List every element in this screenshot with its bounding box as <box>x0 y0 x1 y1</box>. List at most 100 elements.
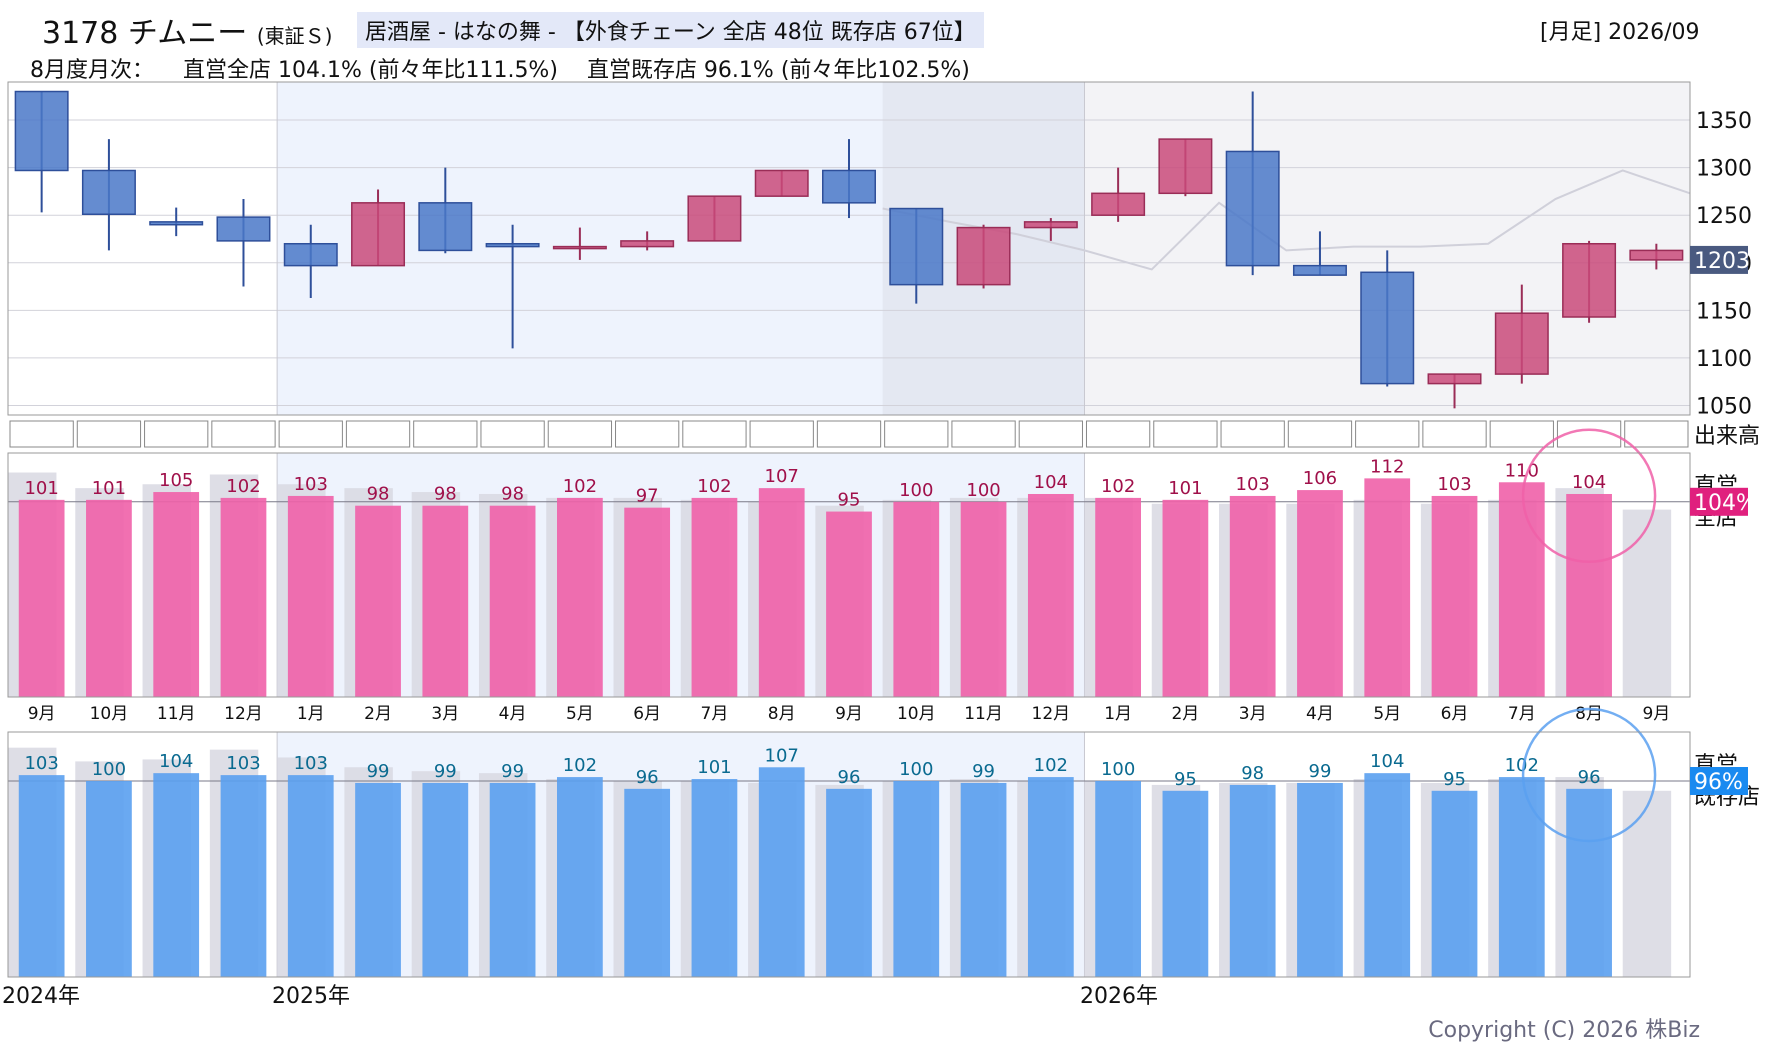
copyright: Copyright (C) 2026 株Biz <box>1428 1018 1700 1043</box>
existing-store-bar <box>624 788 671 977</box>
existing-store-value-label: 103 <box>24 753 58 774</box>
volume-cell <box>1085 420 1151 448</box>
month-tick-label: 8月 <box>768 704 796 724</box>
volume-cell <box>1624 420 1689 448</box>
candle-body <box>1292 264 1347 276</box>
month-tick-label: 2月 <box>1171 704 1199 724</box>
all-store-value-label: 102 <box>1101 476 1135 497</box>
existing-store-bar <box>960 782 1007 977</box>
existing-store-current-badge <box>1690 767 1748 795</box>
y-tick-label: 1100 <box>1696 347 1752 372</box>
all-store-bar <box>1027 493 1074 697</box>
volume-cell <box>1220 420 1285 448</box>
volume-cell <box>278 420 343 448</box>
month-tick-label: 12月 <box>1032 704 1071 724</box>
all-store-value-label: 104 <box>1572 472 1606 493</box>
timeframe-label: [月足] 2026/09 <box>1540 20 1700 45</box>
volume-cell <box>1355 420 1420 448</box>
all-store-value-label: 98 <box>501 484 524 505</box>
year-label-2026: 2026年 <box>1080 984 1158 1009</box>
all-store-bar <box>1498 482 1545 697</box>
candle-body <box>956 226 1011 286</box>
volume-cell <box>1153 420 1218 448</box>
volume-cell <box>682 420 747 448</box>
all-store-bar <box>489 505 536 697</box>
volume-cell <box>144 420 209 448</box>
all-store-value-label: 102 <box>226 476 260 497</box>
existing-store-value-label: 99 <box>972 761 995 782</box>
all-store-value-label: 110 <box>1505 460 1539 481</box>
all-store-bar <box>960 501 1007 697</box>
volume-cell <box>1018 420 1083 448</box>
all-store-bar <box>1566 493 1612 697</box>
category-badge: 居酒屋 - はなの舞 - 【外食チェーン 全店 48位 既存店 67位】 <box>357 12 984 48</box>
candle-body <box>1562 242 1617 318</box>
all-store-value-label: 103 <box>294 474 328 495</box>
all-store-bar <box>1162 499 1209 697</box>
existing-store-bar <box>18 775 65 977</box>
existing-store-value-label: 101 <box>697 757 731 778</box>
prior-year-bar <box>1622 509 1672 697</box>
all-store-value-label: 101 <box>1168 478 1202 499</box>
volume-cell <box>1287 420 1353 448</box>
month-tick-label: 1月 <box>1104 704 1132 724</box>
existing-store-current-label: 96% <box>1694 770 1743 795</box>
month-tick-label: 4月 <box>1306 704 1334 724</box>
volume-cell <box>749 420 814 448</box>
existing-store-bar <box>220 775 267 977</box>
y-tick-label: 1150 <box>1696 299 1752 324</box>
existing-store-summary: 直営既存店 96.1% (前々年比102.5%) <box>586 58 970 83</box>
candle-body <box>1023 221 1078 229</box>
all-store-bar <box>1229 495 1276 697</box>
year-label-2025: 2025年 <box>272 984 350 1009</box>
existing-store-bar <box>422 782 469 977</box>
month-tick-label: 6月 <box>633 704 661 724</box>
all-store-bar <box>1095 497 1141 697</box>
candle-body <box>552 245 607 250</box>
all-store-current-label: 104% <box>1694 491 1757 516</box>
existing-store-value-label: 107 <box>765 745 799 766</box>
all-store-value-label: 105 <box>159 470 193 491</box>
volume-cell <box>547 420 613 448</box>
all-store-bar <box>557 497 603 697</box>
all-store-value-label: 102 <box>563 476 597 497</box>
volume-label: 出来高 <box>1694 424 1760 449</box>
all-store-panel-frame <box>7 452 1691 698</box>
existing-store-value-label: 99 <box>367 761 390 782</box>
existing-store-bar <box>893 781 940 977</box>
all-store-bar <box>826 511 872 697</box>
existing-store-value-label: 102 <box>1034 755 1068 776</box>
monthly-title: 8月度月次： <box>30 58 154 83</box>
existing-store-value-label: 99 <box>501 761 524 782</box>
last-price-label: 1203 <box>1694 249 1750 274</box>
all-store-value-label: 106 <box>1303 468 1337 489</box>
existing-store-value-label: 104 <box>159 751 193 772</box>
existing-store-bar <box>557 777 603 977</box>
candle-body <box>687 195 742 242</box>
existing-store-value-label: 95 <box>1174 769 1197 790</box>
all-store-bar <box>422 505 469 697</box>
all-store-value-label: 104 <box>1034 472 1068 493</box>
candle-body <box>1158 138 1213 195</box>
existing-store-bar <box>86 781 132 977</box>
all-store-bar <box>1297 490 1343 697</box>
existing-store-bar <box>1162 790 1209 977</box>
existing-store-bar <box>153 773 200 977</box>
all-store-bar <box>220 497 267 697</box>
existing-store-value-label: 100 <box>899 759 933 780</box>
month-tick-label: 10月 <box>90 704 129 724</box>
volume-cell <box>76 420 142 448</box>
existing-store-value-label: 102 <box>1505 755 1539 776</box>
candle-body <box>351 202 406 267</box>
volume-cell <box>9 420 74 448</box>
volume-cell <box>1422 420 1487 448</box>
volume-cell <box>1489 420 1554 448</box>
all-store-value-label: 95 <box>838 490 861 511</box>
last-price-badge <box>1690 245 1748 274</box>
month-tick-label: 12月 <box>224 704 263 724</box>
all-store-bar <box>153 492 200 697</box>
all-store-bar <box>287 495 334 697</box>
all-store-value-label: 101 <box>24 478 58 499</box>
y-tick-label: 1350 <box>1696 109 1752 134</box>
all-store-value-label: 101 <box>92 478 126 499</box>
